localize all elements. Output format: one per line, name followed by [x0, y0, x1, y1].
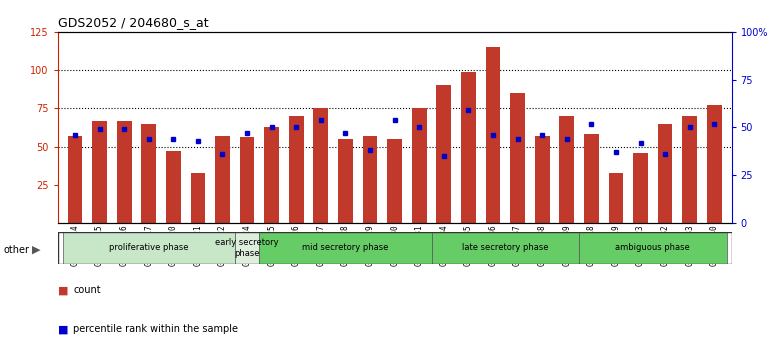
Bar	[363, 136, 377, 223]
Bar	[608, 172, 623, 223]
Text: percentile rank within the sample: percentile rank within the sample	[73, 324, 238, 334]
Bar	[658, 124, 672, 223]
Text: early secretory
phase: early secretory phase	[216, 238, 279, 257]
Bar	[437, 85, 451, 223]
Bar	[633, 153, 648, 223]
Bar	[431, 232, 579, 264]
Bar	[289, 116, 303, 223]
Text: ■: ■	[58, 285, 69, 295]
Bar	[707, 105, 721, 223]
Bar	[190, 172, 206, 223]
Bar	[68, 136, 82, 223]
Bar	[338, 139, 353, 223]
Text: count: count	[73, 285, 101, 295]
Bar	[215, 136, 230, 223]
Text: late secretory phase: late secretory phase	[462, 243, 548, 252]
Bar	[579, 232, 727, 264]
Bar	[387, 139, 402, 223]
Bar	[166, 151, 181, 223]
Text: ambiguous phase: ambiguous phase	[615, 243, 690, 252]
Bar	[259, 232, 431, 264]
Text: proliferative phase: proliferative phase	[109, 243, 189, 252]
Text: GDS2052 / 204680_s_at: GDS2052 / 204680_s_at	[58, 16, 209, 29]
Bar	[62, 232, 235, 264]
Bar	[682, 116, 697, 223]
Bar	[535, 136, 550, 223]
Bar	[239, 137, 254, 223]
Text: mid secretory phase: mid secretory phase	[303, 243, 389, 252]
Bar	[235, 232, 259, 264]
Text: ▶: ▶	[32, 245, 41, 255]
Bar	[92, 121, 107, 223]
Bar	[584, 134, 599, 223]
Bar	[264, 127, 279, 223]
Bar	[486, 47, 500, 223]
Bar	[461, 72, 476, 223]
Bar	[559, 116, 574, 223]
Bar	[511, 93, 525, 223]
Bar	[313, 108, 328, 223]
Bar	[117, 121, 132, 223]
Bar	[412, 108, 427, 223]
Text: ■: ■	[58, 324, 69, 334]
Text: other: other	[4, 245, 30, 255]
Bar	[142, 124, 156, 223]
